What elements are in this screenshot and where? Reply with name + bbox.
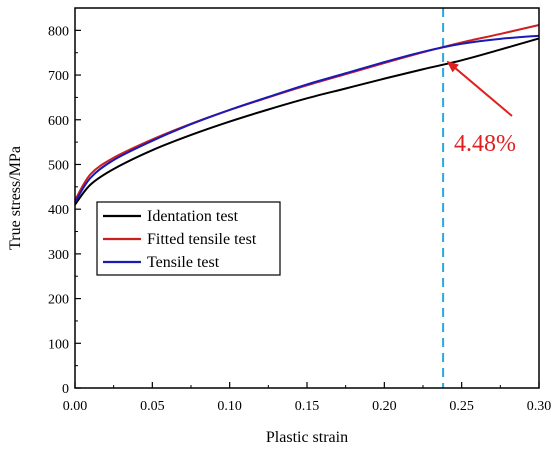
legend-label: Fitted tensile test — [147, 231, 257, 248]
y-tick-label: 800 — [48, 24, 69, 39]
series-line-1 — [74, 37, 540, 206]
y-tick-label: 500 — [48, 158, 69, 173]
y-tick-label: 600 — [48, 114, 69, 129]
legend: Identation test Fitted tensile test Tensil… — [96, 201, 281, 276]
legend-label: Identation test — [147, 208, 239, 225]
x-tick-label: 0.10 — [217, 399, 242, 414]
legend-label: Tensile test — [147, 254, 220, 271]
annotation-arrow — [446, 60, 513, 117]
x-tick-label: 0.15 — [295, 399, 320, 414]
x-tick-label: 0.30 — [527, 399, 552, 414]
x-axis-title: Plastic strain — [266, 429, 348, 446]
x-tick-label: 0.05 — [140, 399, 165, 414]
annotation-label: 4.48% — [454, 131, 516, 157]
y-tick-label: 400 — [48, 203, 69, 218]
x-tick-label: 0.00 — [63, 399, 88, 414]
plot-frame — [74, 7, 540, 389]
y-tick-label: 100 — [48, 337, 69, 352]
y-tick-label: 700 — [48, 69, 69, 84]
series-line-2 — [74, 24, 540, 201]
series-line-3 — [74, 34, 540, 204]
axis-ticks — [74, 7, 540, 389]
y-axis-title: True stress/MPa — [7, 146, 24, 250]
x-tick-label: 0.20 — [372, 399, 397, 414]
annotation: 4.48% — [446, 60, 516, 157]
x-tick-label: 0.25 — [449, 399, 474, 414]
y-tick-label: 200 — [48, 293, 69, 308]
y-tick-label: 0 — [62, 382, 69, 397]
plot-lines — [74, 8, 540, 388]
axis-tick-labels: 0.00 0.05 0.10 0.15 0.20 0.25 0.30 0 100 200 300 40… — [48, 24, 551, 414]
y-tick-label: 300 — [48, 248, 69, 263]
